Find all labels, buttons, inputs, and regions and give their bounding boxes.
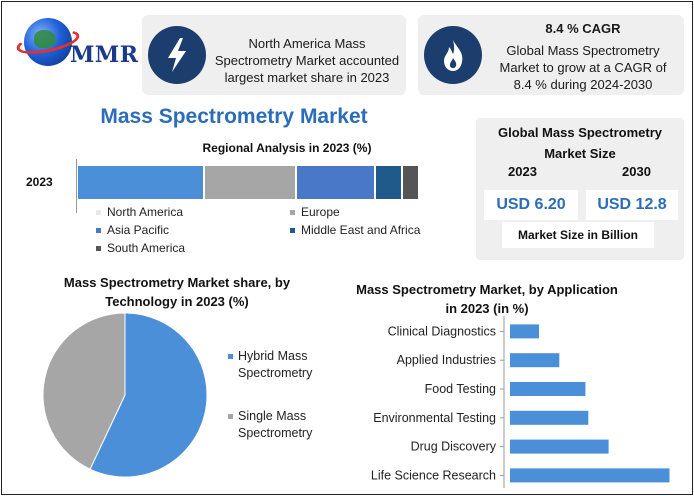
bar-segment-asia-pacific — [297, 166, 376, 199]
legend-asia-pacific: Asia Pacific — [96, 223, 169, 237]
globe-icon — [24, 18, 72, 66]
legend-label: Europe — [301, 205, 340, 219]
info-card-north-america: North America Mass Spectrometry Market a… — [142, 15, 406, 95]
legend-swatch — [96, 209, 101, 215]
regional-chart-axis — [76, 159, 77, 213]
legend-middle-east-africa: Middle East and Africa — [290, 223, 420, 237]
logo-text: MMR — [70, 42, 139, 68]
legend-label: Single Mass Spectrometry — [238, 409, 313, 440]
value-2023: USD 6.20 — [484, 190, 578, 220]
legend-label: Asia Pacific — [107, 223, 170, 237]
legend-swatch — [96, 227, 101, 233]
market-size-unit: Market Size in Billion — [502, 222, 654, 248]
year-2030-label: 2030 — [622, 164, 651, 179]
category-label: Food Testing — [425, 382, 496, 396]
bar-environmental-testing — [510, 410, 589, 425]
technology-chart-title: Mass Spectrometry Market share, by Techn… — [63, 275, 291, 309]
legend-swatch — [96, 245, 101, 251]
legend-label: North America — [107, 205, 184, 219]
category-label: Clinical Diagnostics — [388, 324, 496, 338]
application-bar-chart: Clinical Diagnostics Applied Industries Fo… — [371, 316, 670, 488]
legend-label: Middle East and Africa — [301, 223, 421, 237]
category-label: Applied Industries — [397, 353, 496, 367]
value-2030: USD 12.8 — [586, 190, 678, 220]
flame-icon — [424, 26, 482, 84]
lightning-bolt-icon — [148, 26, 206, 84]
category-label: Life Science Research — [371, 468, 496, 482]
market-size-title: Global Mass Spectrometry Market Size — [498, 125, 662, 161]
bar-segment-middle-east-and-africa — [376, 166, 403, 199]
bar-food-testing — [510, 382, 586, 396]
legend-swatch — [290, 209, 295, 215]
pie-slice-hybrid-mass-spectrometry — [89, 312, 208, 478]
legend-label: Hybrid Mass Spectrometry — [238, 349, 313, 380]
category-label: Drug Discovery — [411, 440, 497, 454]
regional-stacked-bar — [78, 166, 420, 199]
info-card-cagr: 8.4 % CAGR Global Mass Spectrometry Mark… — [418, 15, 684, 95]
legend-swatch — [228, 354, 233, 359]
legend-hybrid: Hybrid Mass Spectrometry — [228, 348, 328, 382]
category-label: Environmental Testing — [373, 411, 496, 425]
legend-south-america: South America — [96, 241, 185, 255]
regional-category-label: 2023 — [26, 175, 53, 189]
year-2023-label: 2023 — [508, 164, 537, 179]
info-card-text: North America Mass Spectrometry Market a… — [214, 36, 400, 85]
bar-segment-south-america — [403, 166, 420, 199]
bar-segment-north-america — [78, 166, 205, 199]
legend-single: Single Mass Spectrometry — [228, 408, 328, 442]
bar-drug-discovery — [510, 439, 609, 454]
legend-swatch — [290, 227, 295, 233]
technology-pie-chart — [42, 312, 208, 478]
cagr-headline: 8.4 % CAGR — [545, 21, 621, 36]
regional-chart-title: Regional Analysis in 2023 (%) — [202, 141, 372, 155]
legend-label: South America — [107, 241, 186, 255]
bar-life-science-research — [510, 468, 670, 483]
page-title: Mass Spectrometry Market — [100, 105, 368, 128]
legend-north-america: North America — [96, 205, 183, 219]
mmr-logo: MMR — [14, 16, 139, 70]
application-chart-title: Mass Spectrometry Market, by Application… — [356, 282, 618, 316]
bar-applied-industries — [510, 353, 560, 368]
bar-segment-europe — [205, 166, 297, 199]
legend-europe: Europe — [290, 205, 340, 219]
legend-swatch — [228, 414, 233, 419]
market-size-panel: Global Mass Spectrometry Market Size 202… — [476, 118, 684, 260]
pie-slice-single-mass-spectrometry — [42, 312, 126, 470]
bar-clinical-diagnostics — [510, 324, 539, 339]
info-card-text: Global Mass Spectrometry Market to grow … — [499, 43, 667, 92]
